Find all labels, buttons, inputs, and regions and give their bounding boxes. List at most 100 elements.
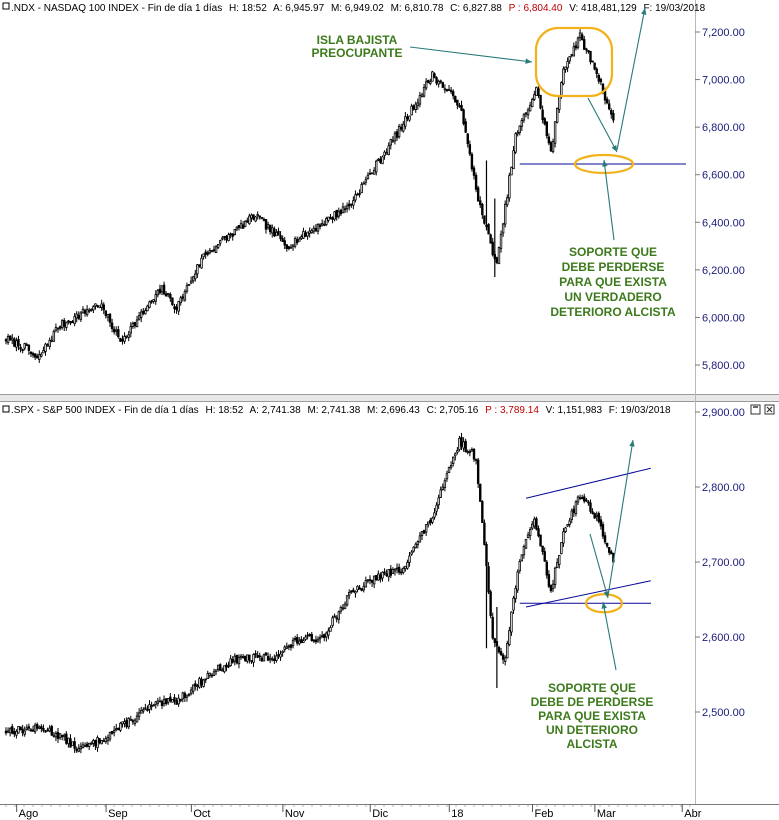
- spx-candle: [185, 694, 189, 702]
- spx-candle: [443, 478, 447, 492]
- ndx-candle: [441, 81, 445, 88]
- spx-candle: [412, 546, 415, 553]
- ndx-candle: [591, 60, 594, 63]
- spx-candle: [341, 603, 345, 611]
- spx-header-low: M: 2,696.43: [367, 405, 420, 416]
- ndx-candle: [304, 230, 307, 238]
- ndx-candle: [608, 99, 611, 111]
- x-tick-label: 18: [451, 808, 463, 820]
- spx-candle: [333, 613, 336, 618]
- ndx-candle: [198, 264, 201, 268]
- ndx-candle: [397, 123, 401, 139]
- spx-candle: [364, 576, 368, 588]
- ndx-header-p: P : 6,804.40: [509, 3, 563, 14]
- ndx-candle: [179, 295, 182, 306]
- spx-candle: [69, 734, 72, 748]
- ndx-candle: [252, 214, 255, 221]
- spx-candle: [58, 733, 62, 741]
- spx-candle: [219, 663, 222, 671]
- spx-candle: [173, 694, 176, 705]
- spx-candle: [94, 739, 97, 750]
- ndx-candle: [358, 189, 361, 198]
- ndx-candle: [83, 308, 87, 317]
- ndx-candle: [88, 307, 91, 314]
- spx-candle: [210, 673, 214, 679]
- ndx-candle: [254, 215, 257, 223]
- spx-candle: [258, 652, 261, 662]
- ndx-candle: [239, 219, 243, 229]
- ndx-candle: [13, 337, 16, 348]
- spx-candle: [402, 566, 405, 575]
- ndx-y-tick-label: 6,400.00: [702, 217, 745, 229]
- spx-header-square-icon[interactable]: [2, 405, 10, 413]
- ndx-down-arrow: [587, 97, 618, 153]
- ndx-candle: [408, 115, 411, 122]
- ndx-candle: [522, 112, 526, 123]
- spx-candle: [104, 735, 108, 744]
- spx-candle: [135, 711, 139, 723]
- ndx-candle: [50, 335, 53, 343]
- spx-candle: [510, 611, 513, 636]
- ndx-island-highlight: [534, 26, 614, 98]
- ndx-candle: [298, 236, 301, 242]
- close-icon[interactable]: [764, 404, 775, 415]
- spx-candle: [564, 526, 567, 534]
- ndx-candle: [422, 83, 426, 98]
- spx-candle: [454, 452, 457, 461]
- spx-candle: [177, 694, 180, 707]
- ndx-candle: [325, 216, 328, 227]
- spx-candle: [243, 655, 247, 663]
- ndx-candle: [350, 203, 353, 208]
- spx-y-tick-label: 2,700.00: [702, 557, 745, 569]
- spx-candle: [449, 461, 453, 470]
- ndx-candle: [202, 253, 205, 260]
- ndx-candle: [154, 290, 157, 305]
- ndx-header-square-icon[interactable]: [2, 2, 10, 10]
- x-tick-label: Nov: [285, 808, 305, 820]
- ndx-candle: [410, 103, 413, 116]
- ndx-candle: [117, 325, 120, 339]
- ndx-candle: [77, 311, 81, 321]
- spx-y-tick-label: 2,500.00: [702, 707, 745, 719]
- spx-candle: [439, 486, 442, 498]
- spx-candle: [547, 570, 551, 589]
- ndx-candle: [431, 70, 434, 82]
- spx-candle: [60, 734, 64, 741]
- spx-candle: [366, 578, 370, 584]
- spx-candle: [335, 615, 338, 623]
- spx-candle: [408, 552, 411, 567]
- spx-candle: [414, 542, 417, 549]
- ndx-support-arrow: [602, 159, 615, 241]
- ndx-candle: [73, 313, 76, 327]
- ndx-candle: [204, 249, 207, 259]
- ndx-candle: [503, 200, 507, 228]
- spx-candle: [8, 726, 12, 737]
- ndx-candle: [285, 244, 289, 252]
- spx-candle: [470, 447, 474, 452]
- maximize-icon[interactable]: [750, 404, 761, 415]
- spx-candle: [17, 725, 20, 734]
- spx-candle: [241, 654, 245, 659]
- spx-candle: [549, 584, 553, 593]
- spx-channel-upper: [525, 467, 651, 499]
- spx-candle: [545, 559, 549, 579]
- spx-candle: [306, 632, 309, 640]
- spx-candle: [262, 653, 266, 662]
- ndx-candle: [150, 299, 153, 304]
- spx-candle: [75, 746, 78, 753]
- ndx-candle: [167, 292, 170, 298]
- ndx-candle: [578, 29, 582, 42]
- ndx-candle: [424, 78, 428, 91]
- ndx-candle: [177, 300, 180, 316]
- ndx-candle: [250, 213, 253, 222]
- ndx-candle: [479, 196, 482, 209]
- spx-candle: [23, 726, 26, 737]
- ndx-candle: [139, 308, 143, 323]
- spx-candle: [214, 669, 218, 675]
- ndx-candle: [495, 256, 499, 265]
- spx-candle: [601, 521, 605, 540]
- ndx-candle: [75, 311, 78, 323]
- ndx-candle: [216, 244, 220, 250]
- panel-splitter[interactable]: [0, 395, 779, 401]
- spx-candle: [583, 493, 586, 504]
